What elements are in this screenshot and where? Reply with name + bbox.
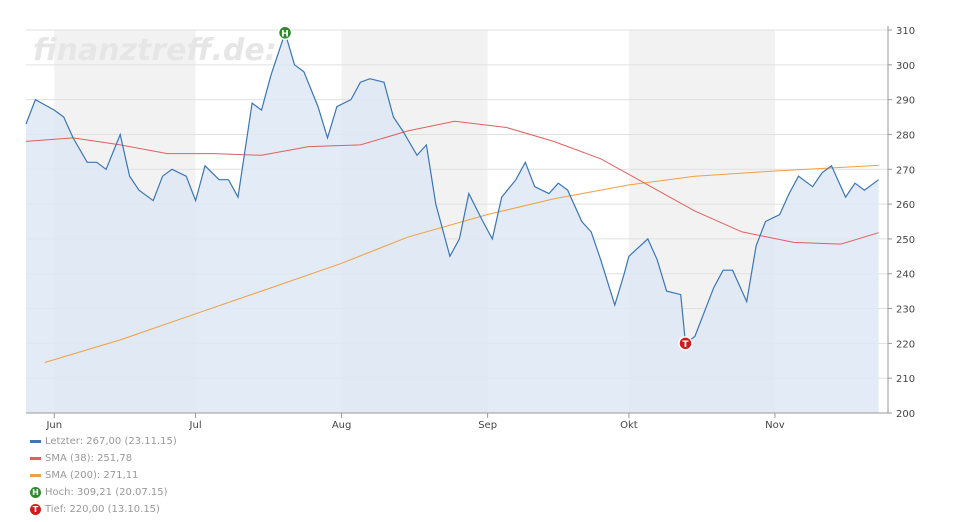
legend-item-high: H Hoch: 309,21 (20.07.15) <box>30 484 177 501</box>
low-marker <box>678 336 693 351</box>
high-marker <box>277 25 293 41</box>
y-tick-label: 200 <box>896 409 915 420</box>
price-line <box>25 30 879 345</box>
watermark-text: finanztreff.de: <box>33 33 277 68</box>
x-tick-label: Sep <box>478 420 497 431</box>
price-area <box>26 32 879 414</box>
legend-item-letzter: Letzter: 267,00 (23.11.15) <box>30 433 177 450</box>
legend-swatch-sma200 <box>30 474 41 477</box>
y-tick-label: 290 <box>896 96 915 107</box>
legend-swatch-price <box>30 440 41 443</box>
y-tick-label: 240 <box>896 270 915 281</box>
sma38-line <box>25 120 879 245</box>
legend-item-low: T Tief: 220,00 (13.10.15) <box>30 501 177 518</box>
y-tick-label: 220 <box>896 339 915 350</box>
y-tick-label: 280 <box>896 130 915 141</box>
legend-label-low: Tief: 220,00 (13.10.15) <box>45 504 160 515</box>
x-tick-label: Okt <box>620 420 638 431</box>
y-tick-label: 230 <box>896 305 915 316</box>
low-marker-letter: T <box>682 340 689 350</box>
low-marker-icon: T <box>30 504 41 515</box>
sma200-line <box>44 164 879 363</box>
x-tick-label: Jul <box>189 420 202 431</box>
y-tick-label: 250 <box>896 235 915 246</box>
legend-label-sma200: SMA (200): 271,11 <box>45 470 139 481</box>
high-marker-letter: H <box>281 29 289 39</box>
chart-legend: Letzter: 267,00 (23.11.15) SMA (38): 251… <box>30 433 177 518</box>
y-tick-label: 300 <box>896 61 915 72</box>
x-tick-label: Nov <box>765 420 785 431</box>
y-tick-label: 260 <box>896 200 915 211</box>
legend-label-high: Hoch: 309,21 (20.07.15) <box>45 487 168 498</box>
x-tick-label: Jun <box>45 420 62 431</box>
legend-item-sma200: SMA (200): 271,11 <box>30 467 177 484</box>
y-tick-label: 210 <box>896 374 915 385</box>
legend-label-letzter: Letzter: 267,00 (23.11.15) <box>45 436 177 447</box>
high-marker-icon: H <box>30 487 41 498</box>
legend-item-sma38: SMA (38): 251,78 <box>30 450 177 467</box>
x-tick-label: Aug <box>332 420 352 431</box>
legend-swatch-sma38 <box>30 457 41 460</box>
legend-label-sma38: SMA (38): 251,78 <box>45 453 133 464</box>
y-tick-label: 310 <box>896 26 915 37</box>
y-tick-label: 270 <box>896 165 915 176</box>
